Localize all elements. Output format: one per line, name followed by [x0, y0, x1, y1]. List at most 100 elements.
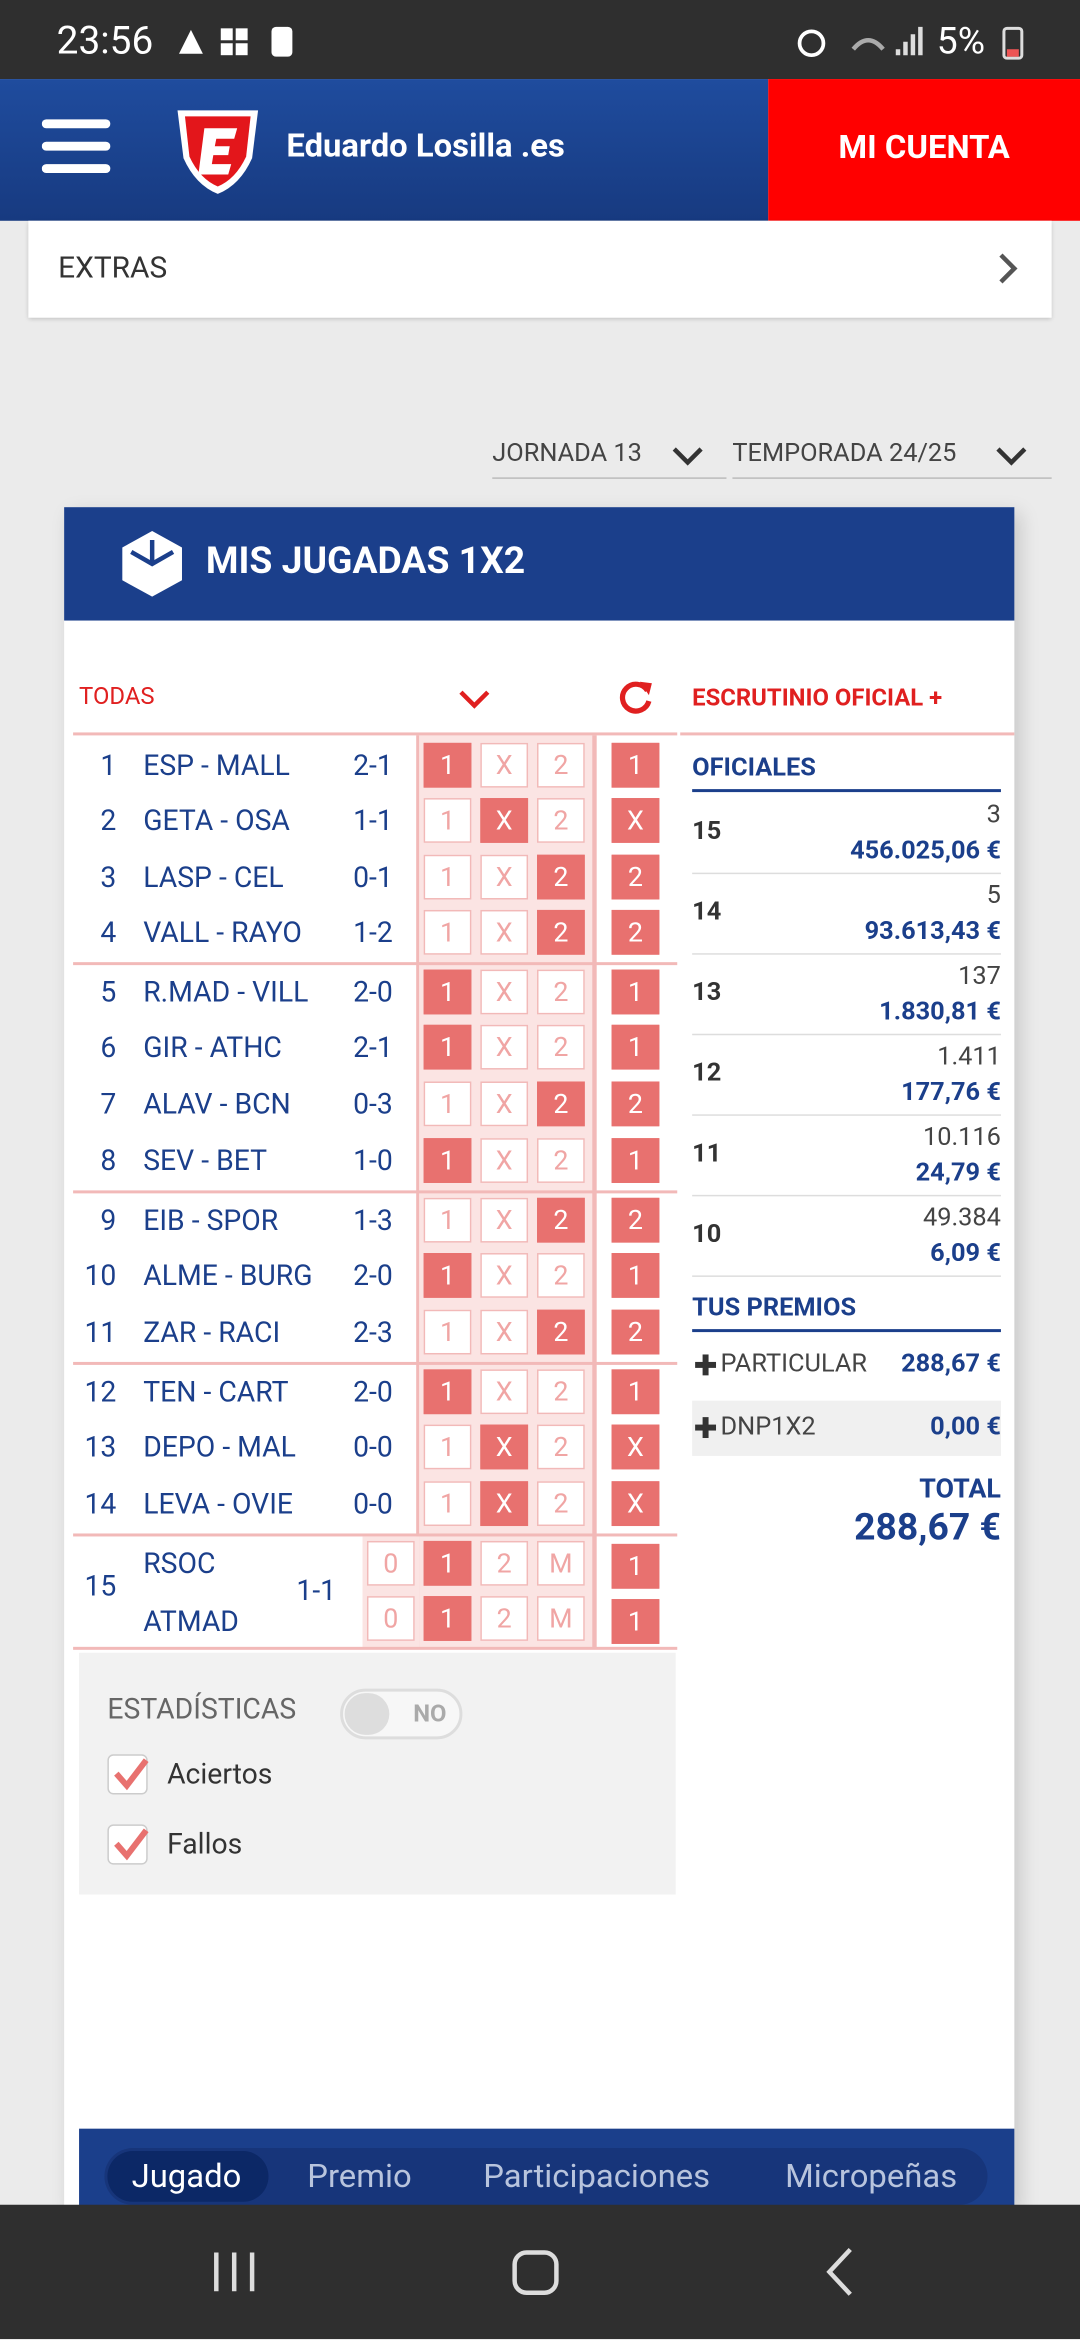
- pick-cell[interactable]: [480, 1596, 529, 1641]
- pick-cell[interactable]: [537, 1596, 585, 1641]
- pick-cell-label[interactable]: X: [495, 1317, 513, 1349]
- extras-label[interactable]: EXTRAS: [58, 249, 168, 285]
- pick-cell-label[interactable]: 0: [383, 1548, 399, 1580]
- pick-cell[interactable]: [480, 742, 529, 788]
- pick-cell[interactable]: [537, 1024, 585, 1070]
- pick-cell[interactable]: [480, 1540, 529, 1586]
- pick-cell[interactable]: [423, 742, 472, 788]
- pick-cell[interactable]: [537, 1197, 585, 1243]
- pick-cell-label[interactable]: 2: [553, 805, 569, 837]
- pick-cell-label[interactable]: 1: [439, 750, 456, 782]
- pick-cell[interactable]: [537, 742, 585, 788]
- pick-cell[interactable]: [537, 1424, 585, 1470]
- pick-cell-label[interactable]: 1: [439, 1088, 456, 1121]
- pick-cell[interactable]: [480, 969, 529, 1015]
- pick-cell-label[interactable]: X: [495, 1432, 513, 1464]
- pick-cell[interactable]: [366, 1540, 415, 1586]
- scrutiny-title[interactable]: ESCRUTINIO OFICIAL +: [692, 683, 943, 712]
- nav-icons[interactable]: [0, 2205, 1080, 2339]
- pick-cell-label[interactable]: 0: [383, 1603, 399, 1635]
- pick-cell[interactable]: [423, 1253, 472, 1298]
- pick-cell[interactable]: [537, 909, 585, 955]
- pick-cell[interactable]: [537, 969, 585, 1015]
- pick-cell[interactable]: [423, 1081, 472, 1127]
- pick-cell-label[interactable]: X: [495, 1488, 513, 1521]
- pick-cell-label[interactable]: 2: [496, 1548, 512, 1580]
- pick-cell[interactable]: [423, 1369, 472, 1415]
- pick-cell[interactable]: [423, 1309, 472, 1355]
- pick-cell[interactable]: [480, 1309, 529, 1355]
- pick-cell-label[interactable]: 1: [439, 805, 456, 837]
- extras-card[interactable]: [28, 220, 1052, 318]
- pick-cell-label[interactable]: 1: [439, 1260, 456, 1292]
- pick-cell-label[interactable]: X: [495, 750, 513, 782]
- pick-cell-label[interactable]: 1: [439, 1603, 456, 1635]
- pick-cell-label[interactable]: X: [495, 1032, 513, 1064]
- pick-cell[interactable]: [480, 1138, 529, 1183]
- tab[interactable]: Participaciones: [483, 2158, 711, 2196]
- pick-cell-label[interactable]: 1: [439, 1317, 456, 1349]
- pick-cell[interactable]: [537, 798, 585, 843]
- pick-cell-label[interactable]: 1: [439, 1548, 456, 1580]
- pick-cell[interactable]: [480, 1369, 529, 1415]
- pick-cell[interactable]: [537, 1309, 585, 1355]
- pick-cell-label[interactable]: X: [495, 1145, 513, 1177]
- pick-cell-label[interactable]: 2: [553, 1488, 569, 1521]
- pick-cell[interactable]: [423, 1197, 472, 1243]
- pick-cell-label[interactable]: 2: [553, 1376, 569, 1409]
- pick-cell-label[interactable]: 2: [553, 1088, 569, 1121]
- pick-cell[interactable]: [537, 854, 585, 900]
- pick-cell-label[interactable]: 1: [439, 1205, 456, 1237]
- pick-cell[interactable]: [480, 798, 529, 843]
- pick-cell-label[interactable]: X: [495, 1205, 513, 1237]
- pick-cell[interactable]: [480, 1481, 529, 1527]
- pick-cell[interactable]: [423, 1596, 472, 1641]
- tab[interactable]: Premio: [307, 2158, 412, 2196]
- pick-cell[interactable]: [480, 1424, 529, 1470]
- pick-cell[interactable]: [537, 1369, 585, 1415]
- pick-cell-label[interactable]: 2: [496, 1603, 512, 1635]
- account-label[interactable]: MI CUENTA: [838, 129, 1010, 168]
- chevron-down[interactable]: [995, 445, 1028, 469]
- pick-cell[interactable]: [480, 854, 529, 900]
- account-button[interactable]: [768, 79, 1080, 221]
- pick-cell[interactable]: [480, 1197, 529, 1243]
- pick-cell[interactable]: [480, 1024, 529, 1070]
- pick-cell-label[interactable]: X: [495, 1376, 513, 1409]
- pick-cell-label[interactable]: 1: [439, 977, 456, 1009]
- pick-cell-label[interactable]: 2: [553, 1205, 569, 1237]
- filter-all[interactable]: TODAS: [79, 681, 155, 711]
- pick-cell[interactable]: [537, 1253, 585, 1298]
- pick-cell[interactable]: [423, 1540, 472, 1586]
- pick-cell-label[interactable]: X: [495, 1260, 513, 1292]
- chevron-down[interactable]: [456, 686, 492, 713]
- pick-cell[interactable]: [423, 1138, 472, 1183]
- pick-cell[interactable]: [537, 1138, 585, 1183]
- pick-cell-label[interactable]: 2: [553, 977, 569, 1009]
- pick-cell-label[interactable]: X: [495, 917, 513, 949]
- pick-cell-label[interactable]: 2: [553, 1145, 569, 1177]
- active-tab[interactable]: [107, 2151, 269, 2202]
- pick-cell-label[interactable]: X: [495, 805, 513, 837]
- pick-cell-label[interactable]: 2: [553, 917, 569, 949]
- pick-cell-label[interactable]: 1: [439, 1488, 456, 1521]
- jornada-filter[interactable]: JORNADA 13: [492, 438, 642, 469]
- pick-cell[interactable]: [423, 798, 472, 843]
- refresh-icon[interactable]: [618, 677, 657, 716]
- pick-cell[interactable]: [537, 1481, 585, 1527]
- pick-cell-label[interactable]: 1: [439, 862, 456, 894]
- checkbox-label[interactable]: Aciertos: [167, 1756, 273, 1791]
- pick-cell-label[interactable]: 1: [439, 1032, 456, 1064]
- pick-cell[interactable]: [480, 1081, 529, 1127]
- pick-cell[interactable]: [423, 909, 472, 955]
- pick-cell-label[interactable]: 2: [553, 1032, 569, 1064]
- tab[interactable]: Jugado: [131, 2158, 242, 2196]
- pick-cell-label[interactable]: 1: [439, 917, 456, 949]
- pick-cell-label[interactable]: X: [495, 862, 513, 894]
- pick-cell-label[interactable]: M: [549, 1548, 573, 1580]
- pick-cell-label[interactable]: 2: [553, 750, 569, 782]
- pick-cell[interactable]: [537, 1540, 585, 1586]
- pick-cell-label[interactable]: 2: [553, 862, 569, 894]
- pick-cell-label[interactable]: 1: [439, 1376, 456, 1409]
- pick-cell-label[interactable]: 2: [553, 1317, 569, 1349]
